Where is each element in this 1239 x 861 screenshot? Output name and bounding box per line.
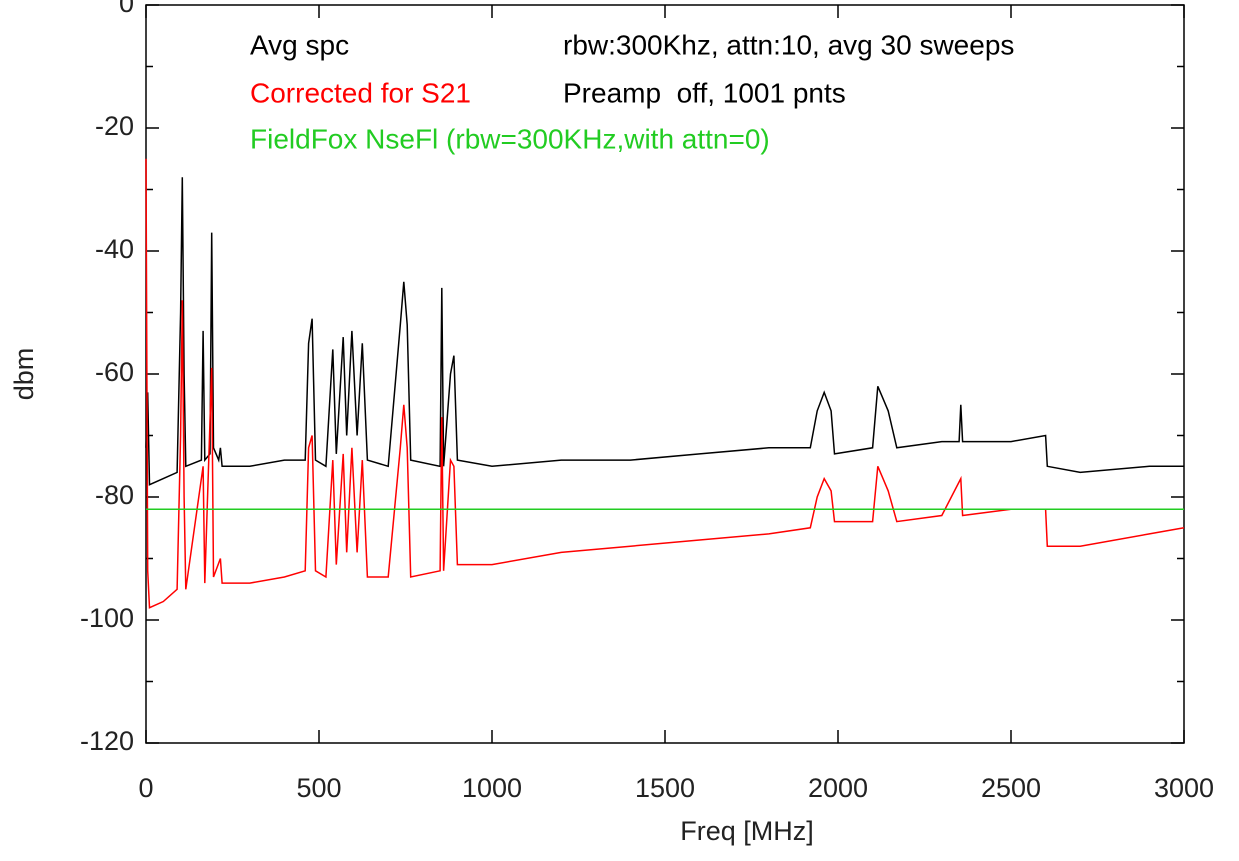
x-tick-label: 2500 [981, 773, 1041, 803]
y-tick-label: -40 [95, 234, 134, 264]
x-tick-label: 1000 [462, 773, 522, 803]
x-tick-label: 1500 [635, 773, 695, 803]
x-tick-label: 2000 [808, 773, 868, 803]
series-line [145, 158, 1185, 609]
x-tick-label: 0 [138, 773, 153, 803]
y-tick-label: -20 [95, 111, 134, 141]
y-tick-label: -60 [95, 357, 134, 387]
y-tick-label: -80 [95, 480, 134, 510]
y-axis-title: dbm [9, 348, 39, 401]
legend-label: FieldFox NseFl (rbw=300KHz,with attn=0) [250, 123, 770, 154]
annotation: rbw:300Khz, attn:10, avg 30 sweeps [563, 29, 1014, 60]
annotation: Preamp off, 1001 pnts [563, 77, 846, 108]
series-line [145, 177, 1184, 486]
x-axis-title: Freq [MHz] [680, 816, 814, 846]
y-tick-label: 0 [119, 0, 134, 18]
plot-frame [145, 4, 1185, 744]
x-tick-label: 3000 [1154, 773, 1214, 803]
legend-label: Avg spc [250, 29, 349, 60]
y-tick-label: -120 [80, 726, 134, 756]
legend-label: Corrected for S21 [250, 77, 471, 108]
y-tick-label: -100 [80, 603, 134, 633]
x-tick-label: 500 [296, 773, 341, 803]
